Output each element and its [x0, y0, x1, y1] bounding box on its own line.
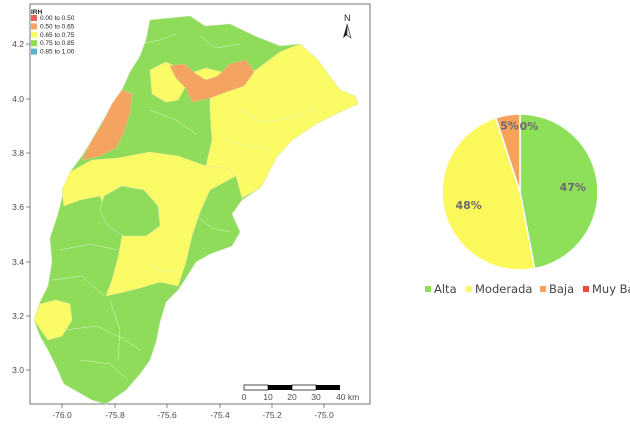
irh-pie-chart: 47% 48% 5%0% Alta Moderada Baja Muy Baja — [425, 113, 630, 296]
legend-label: 0.75 to 0.85 — [40, 40, 75, 47]
legend-swatch — [31, 48, 37, 55]
pie-legend-swatch — [583, 286, 589, 292]
pie-legend-label: Alta — [434, 282, 457, 296]
sub-basin-lines — [51, 33, 317, 381]
legend-label: 0.00 to 0.50 — [40, 15, 75, 22]
y-tick-label: 3.2 — [12, 311, 24, 321]
scale-label: 30 — [311, 392, 321, 402]
zone-baja-west — [81, 89, 133, 161]
legend-label: 0.85 to 1.00 — [40, 49, 75, 56]
pie-slice-baja — [494, 113, 521, 193]
scale-label: 20 — [287, 392, 297, 402]
north-label: N — [344, 13, 351, 23]
legend-swatch — [31, 40, 37, 47]
legend-swatch — [31, 31, 37, 38]
y-tick-label: 4.2 — [12, 39, 24, 49]
legend-swatch — [31, 23, 37, 30]
legend-label: 0.65 to 0.75 — [40, 32, 75, 39]
legend-label: 0.50 to 0.65 — [40, 23, 75, 30]
x-tick-label: -75.4 — [210, 410, 230, 420]
scale-label: 10 — [263, 392, 273, 402]
zone-moderada-southwest — [33, 299, 73, 341]
x-tick-label: -75.6 — [157, 410, 177, 420]
pie-data-label: 47% — [560, 181, 586, 194]
pie-panel: 47% 48% 5%0% Alta Moderada Baja Muy Baja — [380, 0, 630, 424]
x-tick-label: -75.2 — [262, 410, 282, 420]
pie-data-label: 48% — [455, 199, 481, 212]
y-tick-label: 3.6 — [12, 202, 24, 212]
x-tick-label: -75.8 — [105, 410, 125, 420]
scale-label: 0 — [242, 392, 247, 402]
x-axis: -76.0 -75.8 -75.6 -75.4 -75.2 -75.0 — [52, 404, 334, 420]
scale-bar: 0 10 20 30 40 km — [242, 384, 359, 402]
pie-data-label: 5% — [500, 120, 519, 133]
pie-legend-label: Moderada — [475, 282, 532, 296]
y-tick-label: 3.8 — [12, 148, 24, 158]
zone-alta-west-island — [99, 185, 161, 237]
legend-swatch — [31, 15, 37, 21]
scale-label: 40 km — [336, 392, 359, 402]
y-tick-label: 4.0 — [12, 94, 24, 104]
pie-legend-swatch — [540, 286, 546, 292]
pie-legend-swatch — [466, 286, 472, 292]
pie-legend-swatch — [425, 286, 431, 292]
pie-slice-alta — [519, 113, 599, 270]
x-tick-label: -75.0 — [314, 410, 334, 420]
north-arrow-icon: N — [343, 13, 352, 39]
pie-data-label: 0% — [520, 120, 539, 133]
pie-legend-label: Muy Baja — [592, 282, 630, 296]
y-tick-label: 3.4 — [12, 257, 24, 267]
pie-legend-label: Baja — [549, 282, 574, 296]
map-panel: IRH 0.00 to 0.50 0.50 to 0.65 0.65 to 0.75… — [12, 3, 371, 420]
x-tick-label: -76.0 — [52, 410, 72, 420]
y-axis: 4.2 4.0 3.8 3.6 3.4 3.2 3.0 — [12, 39, 30, 375]
legend-title: IRH — [31, 9, 43, 16]
zone-baja-north — [169, 59, 255, 103]
map-legend: IRH 0.00 to 0.500.50 to 0.65 0.65 to 0.75… — [31, 9, 75, 56]
pie-slice-moderada — [441, 116, 536, 271]
irh-map: IRH 0.00 to 0.500.50 to 0.65 0.65 to 0.75… — [12, 3, 371, 420]
y-tick-label: 3.0 — [12, 365, 24, 375]
